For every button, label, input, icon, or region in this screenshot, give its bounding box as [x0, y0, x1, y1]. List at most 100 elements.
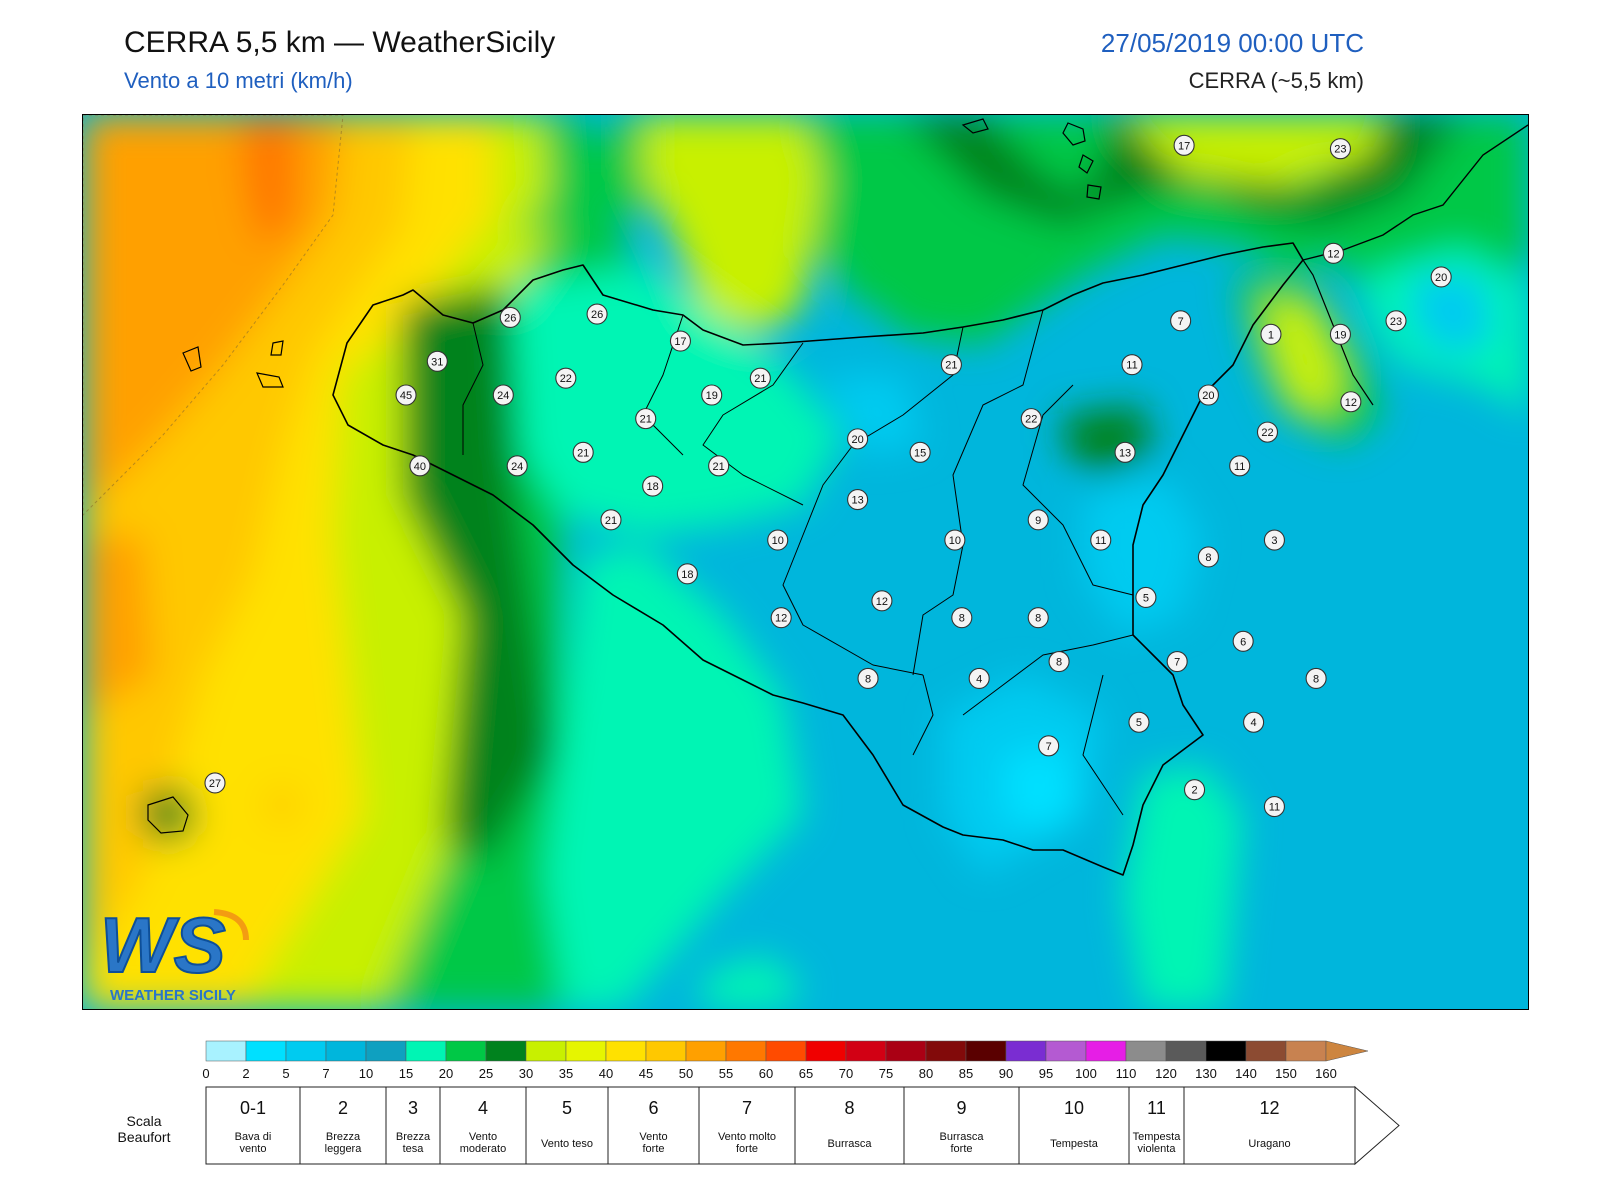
beaufort-desc: Vento molto: [718, 1131, 776, 1143]
beaufort-number: 8: [844, 1098, 854, 1118]
station-value: 8: [1056, 657, 1062, 669]
station-value: 8: [1035, 613, 1041, 625]
station-marker: 27: [204, 772, 226, 794]
station-marker: 18: [676, 563, 698, 585]
color-swatch: [365, 1040, 407, 1062]
color-swatch: [1285, 1040, 1327, 1062]
color-swatch: [1085, 1040, 1127, 1062]
color-swatch: [445, 1040, 487, 1062]
station-value: 26: [504, 312, 516, 324]
station-value: 10: [949, 535, 961, 547]
color-swatch: [1165, 1040, 1207, 1062]
station-marker: 21: [600, 509, 622, 531]
station-marker: 5: [1128, 711, 1150, 733]
station-marker: 20: [1197, 384, 1219, 406]
station-marker: 22: [1020, 408, 1042, 430]
beaufort-number: 10: [1064, 1098, 1084, 1118]
station-value: 8: [1313, 673, 1319, 685]
color-swatch: [1005, 1040, 1047, 1062]
station-value: 18: [681, 569, 693, 581]
scale-tick: 60: [759, 1066, 773, 1081]
scale-tick: 90: [999, 1066, 1013, 1081]
beaufort-desc: forte: [950, 1143, 972, 1155]
station-value: 20: [1202, 390, 1214, 402]
beaufort-number: 2: [338, 1098, 348, 1118]
station-marker: 8: [1305, 667, 1327, 689]
station-marker: 10: [944, 529, 966, 551]
color-scale: 0 2 5 7 10 15 20 25 30 35 40 45 50 55 60 65 70 75 80 85 90 95…: [202, 1040, 1369, 1081]
color-swatch: [565, 1040, 607, 1062]
beaufort-desc: forte: [736, 1143, 758, 1155]
station-marker: 22: [555, 367, 577, 389]
station-marker: 26: [499, 306, 521, 328]
beaufort-desc: tesa: [403, 1143, 425, 1155]
station-marker: 21: [749, 367, 771, 389]
scale-tick: 0: [202, 1066, 209, 1081]
beaufort-desc: Burrasca: [827, 1138, 872, 1150]
scale-tick: 70: [839, 1066, 853, 1081]
station-value: 40: [414, 461, 426, 473]
station-marker: 4: [1243, 711, 1265, 733]
station-marker: 8: [1197, 546, 1219, 568]
color-swatch: [845, 1040, 887, 1062]
station-marker: 23: [1329, 138, 1351, 160]
station-marker: 20: [1430, 266, 1452, 288]
beaufort-number: 9: [956, 1098, 966, 1118]
beaufort-cell: 10 Tempesta: [1018, 1086, 1130, 1165]
scale-arrow: [1325, 1040, 1369, 1062]
station-marker: 13: [847, 489, 869, 511]
station-value: 8: [1205, 552, 1211, 564]
station-value: 20: [851, 434, 863, 446]
station-value: 26: [591, 309, 603, 321]
map-subtitle: Vento a 10 metri (km/h): [124, 68, 353, 93]
scale-tick: 50: [679, 1066, 693, 1081]
station-value: 24: [511, 461, 523, 473]
station-value: 11: [1234, 461, 1245, 473]
station-value: 21: [713, 461, 725, 473]
station-marker: 20: [847, 428, 869, 450]
station-marker: 7: [1038, 735, 1060, 757]
beaufort-desc: Brezza: [326, 1131, 361, 1143]
station-marker: 8: [1048, 650, 1070, 673]
color-swatch: [485, 1040, 527, 1062]
beaufort-desc: violenta: [1138, 1143, 1177, 1155]
station-value: 22: [560, 373, 572, 385]
scale-tick: 2: [242, 1066, 249, 1081]
station-value: 15: [914, 447, 926, 459]
beaufort-desc: Vento teso: [541, 1138, 593, 1150]
beaufort-desc: Bava di: [235, 1131, 272, 1143]
station-value: 23: [1390, 316, 1402, 328]
logo-ws-text: WS: [100, 901, 226, 989]
color-swatch: [645, 1040, 687, 1062]
station-marker: 19: [1329, 323, 1351, 345]
station-marker: 12: [1322, 242, 1345, 264]
station-marker: 12: [871, 590, 893, 612]
scale-tick: 100: [1075, 1066, 1097, 1081]
wind-map[interactable]: 17 23 26 26 17 31 22 21 21 11 45 24 19 20 21 22 20 21 15 13…: [82, 114, 1529, 1010]
weathersicily-logo: WS WEATHER SICILY: [96, 900, 256, 1010]
station-value: 19: [706, 390, 718, 402]
station-marker: 21: [940, 354, 962, 376]
scale-tick: 75: [879, 1066, 893, 1081]
station-marker: 17: [1173, 134, 1195, 156]
station-marker: 22: [1256, 421, 1279, 443]
station-marker: 18: [642, 475, 664, 497]
color-swatch: [245, 1040, 287, 1062]
scale-tick: 95: [1039, 1066, 1053, 1081]
beaufort-number: 12: [1259, 1098, 1279, 1118]
scale-tick: 55: [719, 1066, 733, 1081]
station-value: 19: [1334, 329, 1346, 341]
model-label: CERRA (~5,5 km): [1188, 68, 1364, 93]
beaufort-number: 4: [478, 1098, 488, 1118]
station-marker: 11: [1090, 529, 1112, 551]
station-value: 12: [775, 613, 787, 625]
beaufort-number: 0-1: [240, 1098, 266, 1118]
scale-tick: 5: [282, 1066, 289, 1081]
color-swatch: [325, 1040, 367, 1062]
station-value: 13: [1119, 447, 1131, 459]
scale-tick: 130: [1195, 1066, 1217, 1081]
station-value: 21: [577, 447, 589, 459]
station-marker: 12: [770, 607, 792, 629]
